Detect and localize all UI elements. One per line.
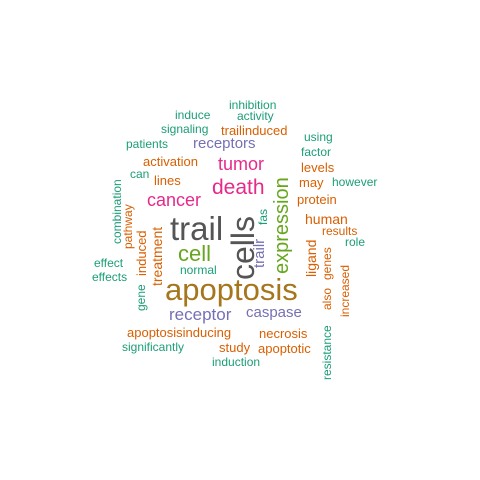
word-ligand: ligand bbox=[303, 239, 319, 277]
word-cell: cell bbox=[178, 241, 212, 266]
word-resistance: resistance bbox=[320, 325, 334, 380]
word-trailinduced: trailinduced bbox=[221, 123, 288, 138]
word-receptors: receptors bbox=[193, 135, 256, 152]
word-results: results bbox=[322, 224, 358, 238]
word-gene: gene bbox=[134, 284, 148, 311]
word-signaling: signaling bbox=[161, 122, 209, 136]
word-apoptosisinducing: apoptosisinducing bbox=[127, 325, 232, 340]
word-treatment: treatment bbox=[149, 226, 165, 286]
word-may: may bbox=[299, 175, 324, 190]
word-combination: combination bbox=[110, 179, 124, 244]
word-activity: activity bbox=[237, 109, 274, 123]
word-induce: induce bbox=[175, 108, 211, 122]
word-factor: factor bbox=[301, 145, 332, 159]
word-significantly: significantly bbox=[122, 340, 185, 354]
word-apoptotic: apoptotic bbox=[258, 341, 311, 356]
word-fas: fas bbox=[256, 208, 270, 225]
word-necrosis: necrosis bbox=[259, 326, 308, 341]
word-cancer: cancer bbox=[147, 190, 202, 210]
word-can: can bbox=[130, 167, 150, 181]
word-using: using bbox=[304, 130, 333, 144]
word-death: death bbox=[212, 176, 265, 199]
word-however: however bbox=[332, 175, 378, 189]
word-activation: activation bbox=[143, 154, 198, 169]
word-also: also bbox=[320, 287, 334, 310]
word-trailr: trailr bbox=[251, 238, 268, 268]
word-inhibition: inhibition bbox=[229, 98, 277, 112]
word-induced: induced bbox=[134, 230, 149, 276]
word-expression: expression bbox=[271, 177, 293, 274]
word-apoptosis: apoptosis bbox=[165, 272, 298, 307]
word-role: role bbox=[345, 235, 366, 249]
word-trail: trail bbox=[170, 210, 224, 247]
word-study: study bbox=[219, 340, 251, 355]
word-human: human bbox=[305, 211, 348, 227]
word-levels: levels bbox=[301, 160, 335, 175]
word-receptor: receptor bbox=[169, 305, 232, 324]
word-protein: protein bbox=[297, 192, 337, 207]
word-tumor: tumor bbox=[218, 154, 265, 174]
word-induction: induction bbox=[212, 355, 261, 369]
word-genes: genes bbox=[320, 247, 334, 280]
word-effects: effects bbox=[92, 270, 128, 284]
word-caspase: caspase bbox=[246, 304, 302, 321]
word-effect: effect bbox=[94, 256, 124, 270]
word-lines: lines bbox=[154, 173, 181, 188]
word-increased: increased bbox=[338, 264, 352, 317]
word-patients: patients bbox=[126, 137, 169, 151]
word-normal: normal bbox=[180, 263, 217, 277]
